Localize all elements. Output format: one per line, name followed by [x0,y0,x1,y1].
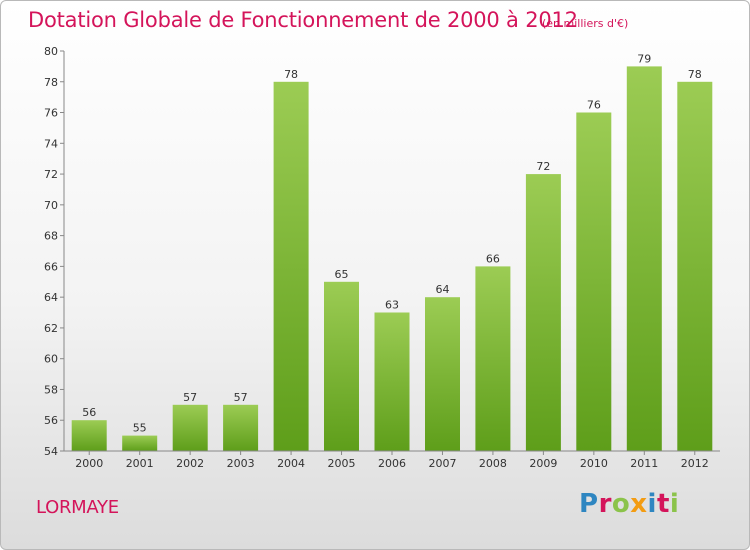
bar-2010 [576,112,612,451]
y-tick-label: 72 [44,168,58,181]
data-label-2003: 57 [234,391,248,404]
y-tick-label: 78 [44,76,58,89]
bar-2008 [475,266,511,451]
x-tick-label-2005: 2005 [328,457,356,470]
y-tick-label: 54 [44,445,58,458]
data-label-2012: 78 [688,68,702,81]
y-tick-label: 66 [44,260,58,273]
data-label-2002: 57 [183,391,197,404]
y-tick-label: 76 [44,107,58,120]
proxiti-logo: Proxiti [579,489,679,519]
y-axis: 54 56 58 60 62 64 66 68 70 72 74 76 78 80 [44,45,65,458]
data-label-2004: 78 [284,68,298,81]
y-tick-label: 80 [44,45,58,58]
town-name: LORMAYE [36,497,119,518]
data-label-2008: 66 [486,252,500,265]
x-axis: 2000 2001 2002 2003 2004 2005 2006 2007 2008 2009… [64,450,720,470]
brand-letter: x [630,489,648,519]
y-tick-label: 60 [44,353,58,366]
data-label-2000: 56 [82,406,96,419]
x-tick-label-2003: 2003 [227,457,255,470]
x-tick-label-2010: 2010 [580,457,608,470]
bar-2003 [223,404,259,451]
brand-letter: t [656,489,670,519]
x-tick-label-2000: 2000 [75,457,103,470]
data-label-2006: 63 [385,299,399,312]
x-tick-label-2001: 2001 [126,457,154,470]
data-label-2001: 55 [133,422,147,435]
brand-letter: r [598,489,612,519]
y-tick-label: 64 [44,291,58,304]
x-tick-label-2006: 2006 [378,457,406,470]
bars: 56 55 57 57 78 65 63 64 66 72 76 79 78 [71,52,713,452]
brand-letter: P [579,489,599,519]
bar-2000 [71,420,107,451]
y-tick-label: 56 [44,414,58,427]
chart-subtitle: (en milliers d'€) [542,17,629,30]
bar-2002 [172,404,208,451]
x-tick-label-2012: 2012 [681,457,709,470]
bar-2012 [677,81,713,452]
x-tick-label-2007: 2007 [428,457,456,470]
y-tick-label: 70 [44,199,58,212]
x-tick-label-2008: 2008 [479,457,507,470]
y-tick-label: 68 [44,230,58,243]
data-label-2010: 76 [587,99,601,112]
data-label-2011: 79 [637,52,651,65]
x-tick-label-2002: 2002 [176,457,204,470]
bar-2005 [324,281,359,451]
brand-letter: i [669,489,680,519]
y-tick-label: 58 [44,383,58,396]
brand-letter: o [611,489,631,519]
bar-2009 [525,174,561,451]
bar-2004 [273,81,309,452]
bar-2001 [122,435,158,451]
bar-2011 [626,66,662,452]
bar-2006 [374,312,410,451]
chart-title: Dotation Globale de Fonctionnement de 20… [28,8,578,32]
y-tick-label: 74 [44,137,58,150]
bar-2007 [425,297,460,451]
data-label-2005: 65 [335,268,349,281]
x-tick-label-2009: 2009 [529,457,557,470]
data-label-2009: 72 [536,160,550,173]
brand-letter: i [647,489,657,519]
x-tick-label-2004: 2004 [277,457,305,470]
y-tick-label: 62 [44,322,58,335]
data-label-2007: 64 [435,283,449,296]
x-tick-label-2011: 2011 [630,457,658,470]
